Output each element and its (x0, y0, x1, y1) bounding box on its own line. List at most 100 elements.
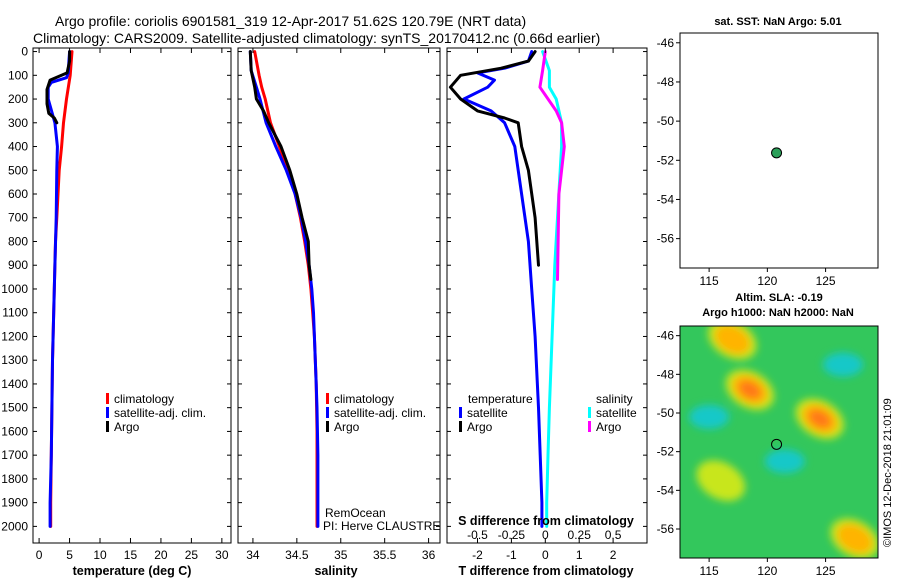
sla-map-title-line2: Argo h1000: NaN h2000: NaN (702, 307, 854, 319)
legend-label-satellite: satellite-adj. clim. (334, 406, 426, 420)
sla-map: Altim. SLA: -0.19 Argo h1000: NaN h2000:… (657, 292, 894, 578)
sla-high-contour (714, 326, 751, 355)
salinity-difference-top-label: S difference from climatology (458, 514, 634, 528)
top-tick-label: -0.25 (498, 528, 526, 542)
sla-low-contour (689, 404, 730, 429)
legend-swatch-temp-argo (459, 421, 462, 432)
lat-tick-label: -54 (657, 483, 675, 497)
profile-line-temperature-argo (448, 50, 540, 267)
top-tick-label: 0.5 (605, 528, 622, 542)
figure-title-line1: Argo profile: coriolis 6901581_319 12-Ap… (55, 13, 526, 29)
sla-low-contour (764, 449, 805, 474)
imos-credit: ©IMOS 12-Dec-2018 21:01:09 (882, 398, 894, 547)
legend-swatch-climatology (106, 393, 109, 404)
x-tick-label: 25 (185, 548, 199, 562)
profile-line-satellite-adj-clim (248, 50, 320, 528)
temperature-panel-frame (32, 47, 232, 544)
profile-line-satellite-adj-clim (46, 50, 72, 528)
x-tick-label: 35.5 (373, 548, 397, 562)
pressure-tick-label: 500 (8, 163, 28, 177)
x-tick-label: -2 (472, 548, 483, 562)
lat-tick-label: -50 (657, 406, 675, 420)
legend-label-argo: Argo (334, 420, 360, 434)
lat-tick-label: -56 (657, 522, 675, 536)
lat-tick-label: -50 (657, 114, 675, 128)
x-tick-label: 5 (66, 548, 73, 562)
pressure-tick-label: 800 (8, 234, 28, 248)
argo-float-marker (771, 147, 783, 159)
x-tick-label: -1 (506, 548, 517, 562)
sst-map-title: sat. SST: NaN Argo: 5.01 (714, 16, 841, 28)
legend-label-temp-satellite: satellite (467, 406, 508, 420)
pressure-tick-label: 0 (21, 45, 28, 59)
temperature-legend: climatology satellite-adj. clim. Argo (106, 392, 206, 434)
argo-float-position-marker (771, 438, 783, 450)
sla-map-title-line1: Altim. SLA: -0.19 (735, 292, 822, 304)
profile-line-salinity-argo (538, 50, 566, 281)
sla-map-frame (679, 325, 879, 559)
figure-title-line2: Climatology: CARS2009. Satellite-adjuste… (33, 30, 600, 46)
temperature-difference-xlabel: T difference from climatology (458, 564, 633, 578)
difference-panel: -2 -1 0 1 2 -0.5 -0.25 0 0.25 0.5 S difference fr… (446, 47, 648, 578)
profile-line-salinity-satellite (541, 50, 564, 528)
legend-label-satellite: satellite-adj. clim. (114, 406, 206, 420)
salinity-legend: climatology satellite-adj. clim. Argo (326, 392, 426, 434)
legend-label-argo: Argo (114, 420, 140, 434)
pressure-tick-label: 600 (8, 187, 28, 201)
pressure-tick-label: 900 (8, 258, 28, 272)
credit-pi: PI: Herve CLAUSTRE (323, 519, 440, 533)
pressure-tick-label: 1400 (1, 377, 28, 391)
pressure-tick-label: 1700 (1, 448, 28, 462)
x-tick-label: 15 (124, 548, 138, 562)
legend-swatch-argo (106, 421, 109, 432)
lat-tick-label: -48 (657, 367, 675, 381)
legend-label-sal-satellite: satellite (596, 406, 637, 420)
legend-swatch-temp-satellite (459, 407, 462, 418)
pressure-tick-label: 1300 (1, 353, 28, 367)
credit-remocean: RemOcean (325, 506, 386, 520)
legend-swatch-satellite (106, 407, 109, 418)
legend-label-sal-argo: Argo (596, 420, 622, 434)
x-tick-label: 34 (246, 548, 260, 562)
pressure-tick-label: 400 (8, 140, 28, 154)
x-tick-label: 35 (334, 548, 348, 562)
pressure-tick-label: 1000 (1, 282, 28, 296)
pressure-tick-label: 1100 (2, 306, 28, 320)
legend-swatch-argo (326, 421, 329, 432)
lat-tick-label: -56 (657, 232, 675, 246)
legend-swatch-sal-argo (588, 421, 591, 432)
lon-tick-label: 115 (700, 274, 719, 288)
x-tick-label: 0 (542, 548, 549, 562)
legend-label-climatology: climatology (334, 392, 394, 406)
pressure-tick-label: 1900 (1, 496, 28, 510)
sla-low-contour (823, 352, 864, 377)
pressure-tick-label: 1800 (1, 472, 28, 486)
temperature-panel: 0 5 10 15 20 25 30 temperature (deg C) climato… (32, 47, 232, 578)
legend-title-salinity: salinity (596, 392, 633, 406)
profile-line-argo (248, 50, 313, 281)
lat-tick-label: -54 (657, 192, 675, 206)
sst-map: sat. SST: NaN Argo: 5.01 -46 -48 -50 -52 -54… (657, 16, 879, 288)
profile-line-argo (45, 50, 72, 125)
x-tick-label: 20 (154, 548, 168, 562)
top-tick-label: -0.5 (467, 528, 488, 542)
legend-swatch-satellite (326, 407, 329, 418)
pressure-axis-ticks: 0 100 200 300 400 500 600 700 800 900 1000 1100 1200… (1, 45, 28, 534)
lon-tick-label: 125 (816, 274, 836, 288)
salinity-xlabel: salinity (314, 564, 357, 578)
sla-high-contour (808, 409, 831, 428)
salinity-panel: 34 34.5 35 35.5 36 salinity climatology sate… (237, 47, 441, 578)
profile-line-climatology (253, 50, 319, 528)
lat-tick-label: -52 (657, 445, 675, 459)
legend-label-temp-argo: Argo (467, 420, 493, 434)
profile-line-temperature-satellite (462, 50, 544, 528)
pressure-tick-label: 300 (8, 116, 28, 130)
top-tick-label: 0 (542, 528, 549, 542)
top-tick-label: 0.25 (568, 528, 592, 542)
sla-high-contour (696, 460, 746, 501)
x-tick-label: 30 (215, 548, 229, 562)
pressure-tick-label: 1600 (1, 424, 28, 438)
sla-high-contour (738, 380, 762, 399)
lon-tick-label: 120 (757, 274, 777, 288)
